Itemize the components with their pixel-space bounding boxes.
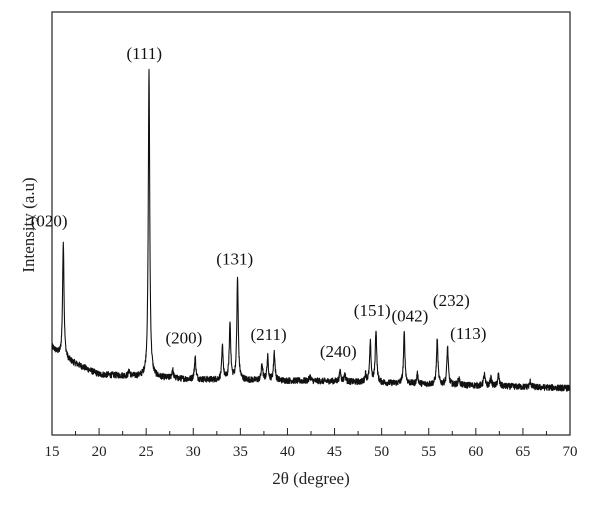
- peak-label: (131): [216, 249, 253, 268]
- peak-label: (200): [165, 328, 202, 347]
- peak-label: (020): [31, 212, 68, 231]
- x-tick-label: 45: [327, 444, 342, 460]
- peak-label: (232): [433, 291, 470, 310]
- peak-label: (240): [320, 342, 357, 361]
- peak-label: (042): [391, 306, 428, 325]
- x-axis-tick-labels: 15 20 25 30 35 40 45 50 55 60 65 70: [45, 444, 578, 460]
- peak-label: (113): [450, 324, 486, 343]
- x-tick-label: 25: [139, 444, 154, 460]
- x-tick-label: 60: [468, 444, 483, 460]
- x-tick-label: 40: [280, 444, 295, 460]
- x-axis-label: 2θ (degree): [272, 469, 350, 488]
- peak-label: (151): [354, 301, 391, 320]
- peak-label: (211): [251, 325, 287, 344]
- y-axis-label: Intensity (a.u): [19, 177, 38, 272]
- x-tick-label: 15: [45, 444, 60, 460]
- x-axis-ticks: [51, 428, 571, 435]
- x-tick-label: 30: [186, 444, 201, 460]
- xrd-pattern-line: [51, 68, 571, 392]
- x-tick-label: 65: [515, 444, 530, 460]
- x-tick-label: 20: [92, 444, 107, 460]
- x-tick-label: 35: [233, 444, 248, 460]
- peak-labels: (020) (111) (200) (131) (211) (240) (151) (042)…: [31, 44, 487, 361]
- x-tick-label: 70: [563, 444, 578, 460]
- x-tick-label: 50: [374, 444, 389, 460]
- peak-label: (111): [127, 44, 163, 63]
- x-tick-label: 55: [421, 444, 436, 460]
